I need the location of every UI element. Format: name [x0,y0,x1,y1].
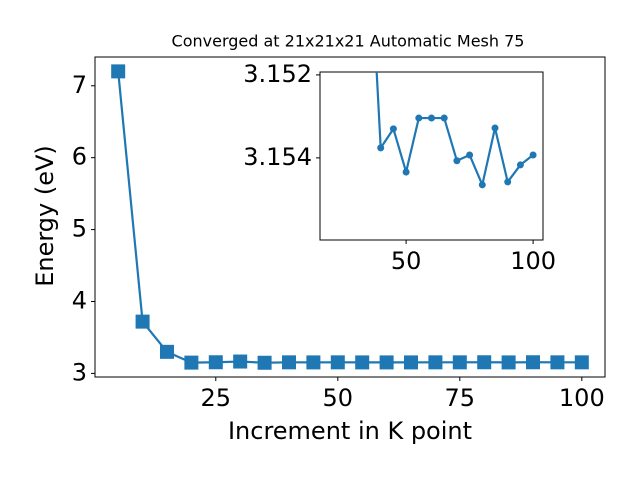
y-axis-label: Energy (eV) [31,145,59,287]
x-tick-label: 100 [510,247,556,275]
data-line [375,72,534,189]
marker [377,144,385,152]
marker [402,168,410,176]
marker [477,355,492,370]
marker [389,125,397,133]
marker [466,151,474,159]
marker [452,355,467,370]
marker [330,355,345,370]
x-tick-label: 25 [201,384,232,412]
data-line [117,71,582,364]
marker [233,354,248,369]
marker [501,355,516,370]
marker [257,355,272,370]
marker [516,161,524,169]
plot-frame [94,56,606,378]
marker [440,114,448,122]
x-tick-label: 100 [559,384,605,412]
marker [111,64,126,79]
plot-frame [319,71,544,241]
marker [574,355,589,370]
chart-title: Converged at 21x21x21 Automatic Mesh 75 [172,32,525,51]
marker [453,157,461,165]
y-tick-label: 3 [72,358,87,386]
y-tick-label: 3.154 [243,143,312,171]
marker [135,314,150,329]
marker [529,151,537,159]
marker [404,355,419,370]
marker [428,114,435,122]
marker [491,124,499,132]
marker [379,355,394,370]
y-tick-label: 7 [72,71,87,99]
marker [526,355,541,370]
marker [504,178,512,186]
x-tick-label: 75 [445,384,476,412]
marker [478,181,486,189]
y-tick-label: 6 [72,143,87,171]
marker [550,355,565,370]
x-axis-label: Increment in K point [228,417,472,445]
y-tick-label: 5 [72,215,87,243]
marker [184,355,199,370]
y-tick-label: 3.152 [243,60,312,88]
marker [306,355,321,370]
plot-area [375,72,537,189]
marker [281,355,296,370]
marker [415,114,423,122]
x-tick-label: 50 [391,247,422,275]
marker [159,344,174,359]
marker [355,355,370,370]
plot-area [111,64,589,370]
marker [208,355,223,370]
marker [428,355,443,370]
x-tick-label: 50 [323,384,354,412]
y-tick-label: 4 [72,286,87,314]
